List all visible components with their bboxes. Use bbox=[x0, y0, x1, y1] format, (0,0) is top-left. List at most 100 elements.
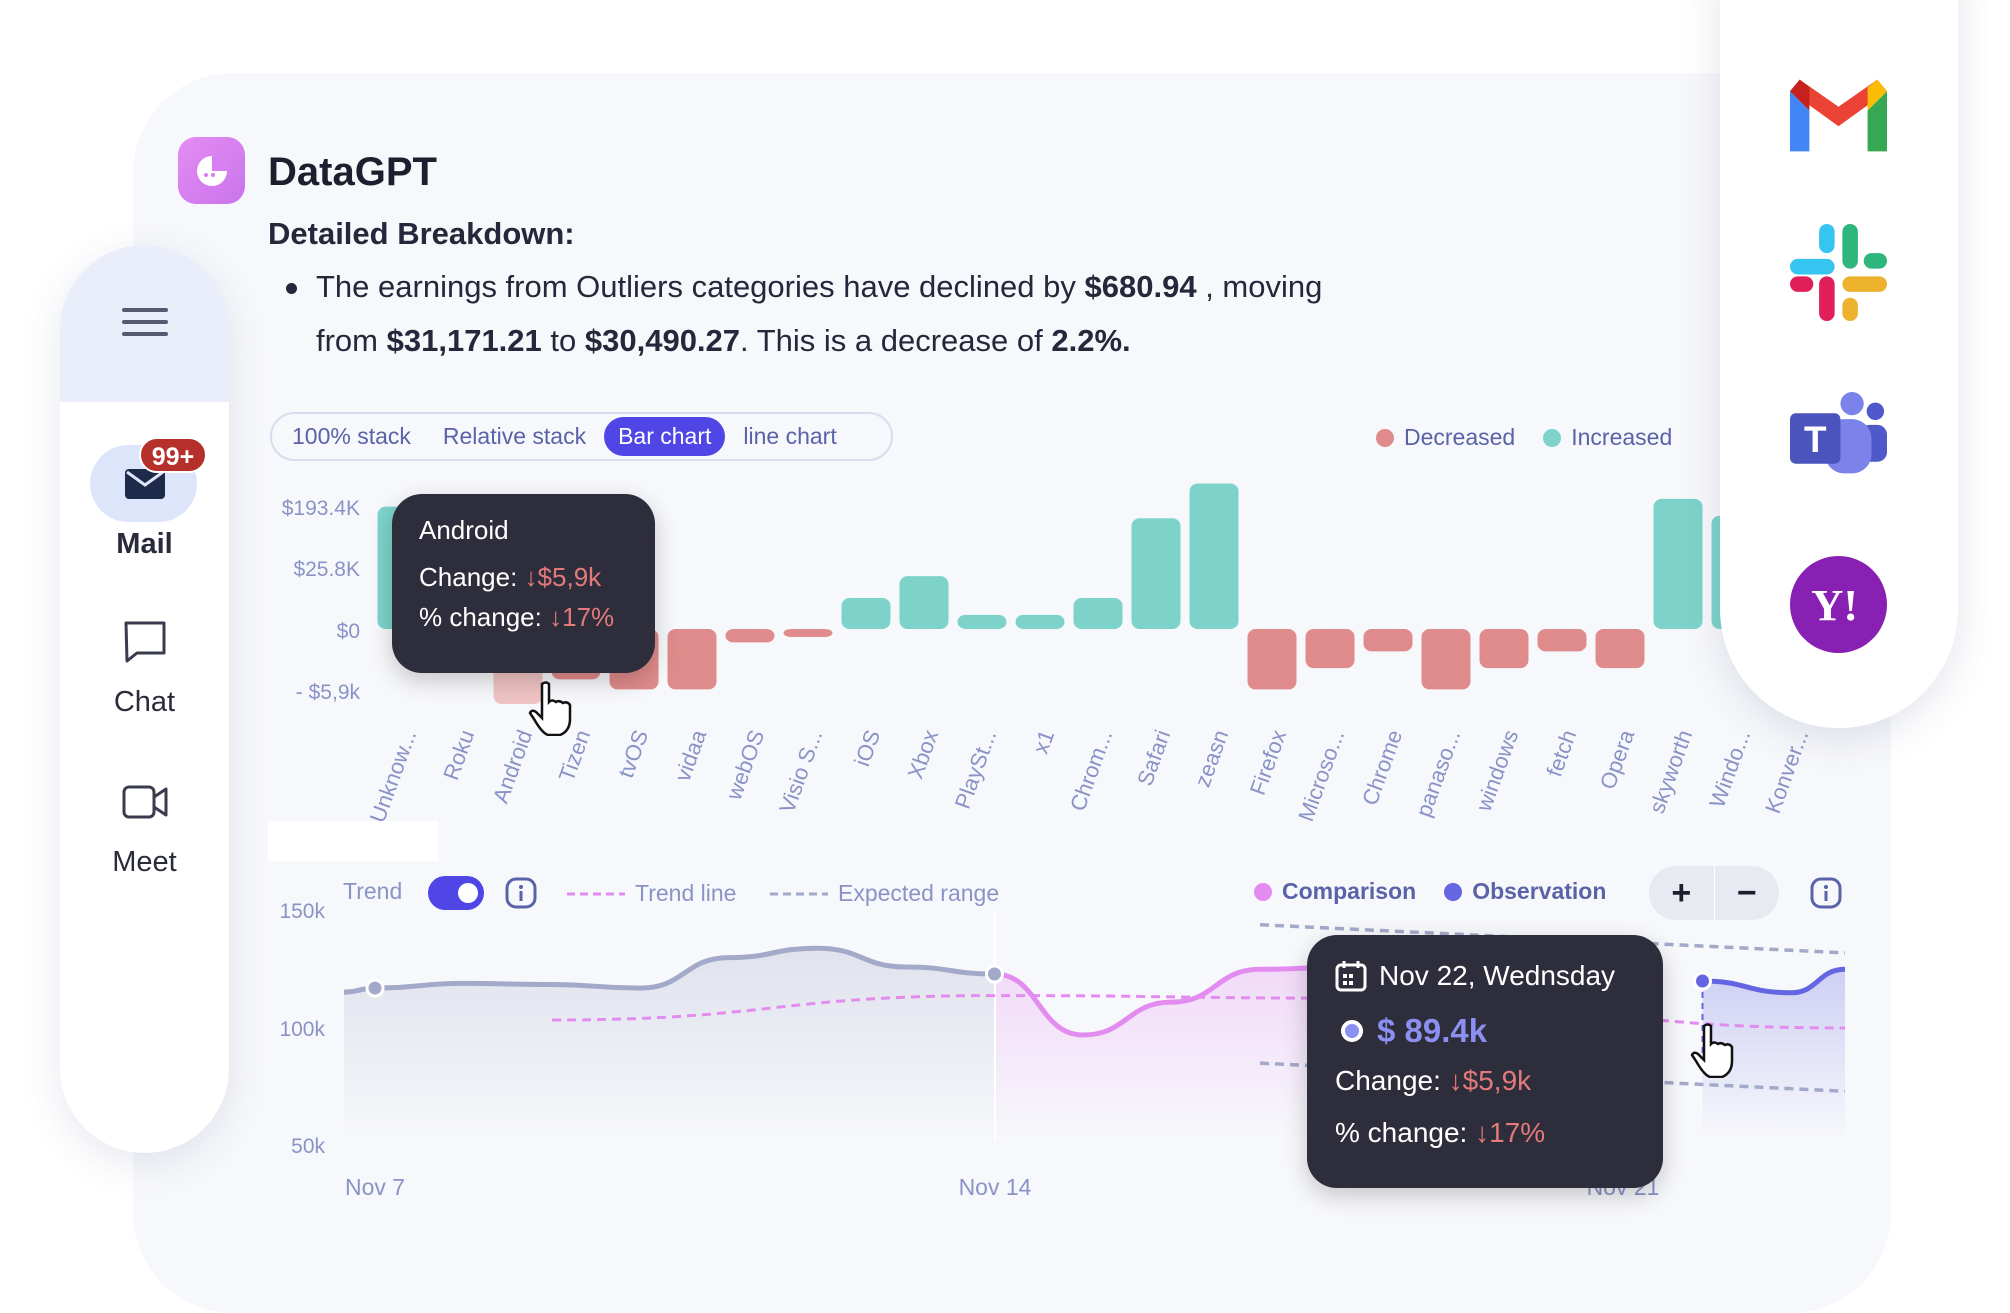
hand-cursor-icon bbox=[528, 681, 572, 736]
svg-text:Y!: Y! bbox=[1811, 580, 1858, 630]
bar-skyworth[interactable] bbox=[1653, 498, 1703, 629]
info-icon[interactable] bbox=[505, 877, 537, 909]
bar-tooltip: Android Change: ↓$5,9k % change: ↓17% bbox=[392, 494, 655, 673]
legend-observation: Observation bbox=[1472, 878, 1607, 904]
y-tick-label: $0 bbox=[336, 620, 360, 643]
tab-relative-stack[interactable]: Relative stack bbox=[442, 423, 587, 449]
bar-ios[interactable] bbox=[841, 597, 891, 629]
summary-line-1: The earnings from Outliers categories ha… bbox=[316, 269, 1323, 304]
tooltip-change: Change: ↓$5,9k bbox=[419, 562, 602, 592]
teams-icon[interactable]: T bbox=[1790, 390, 1887, 487]
bar-safari[interactable] bbox=[1131, 518, 1181, 629]
gmail-icon[interactable] bbox=[1790, 68, 1887, 165]
y-tick-label: 50k bbox=[291, 1135, 325, 1158]
hand-cursor-icon bbox=[1690, 1023, 1734, 1078]
slack-icon[interactable] bbox=[1790, 224, 1887, 321]
trend-line bbox=[551, 994, 1846, 1030]
datagpt-logo bbox=[178, 137, 245, 204]
zoom-out-button[interactable]: − bbox=[1736, 874, 1757, 912]
line-tooltip: Nov 22, Wednsday $ 89.4k Change: ↓$5,9k … bbox=[1307, 935, 1663, 1188]
bar-firefox[interactable] bbox=[1247, 629, 1297, 690]
trend-line-legend: Trend line bbox=[567, 880, 736, 907]
arrow-down-icon: ↓ bbox=[549, 602, 563, 632]
x-tick-label: Nov 14 bbox=[958, 1174, 1032, 1200]
yahoo-icon[interactable]: Y! bbox=[1790, 556, 1887, 653]
bar-zeasn[interactable] bbox=[1189, 483, 1239, 629]
expected-range-legend: Expected range bbox=[770, 880, 999, 907]
bar-windows[interactable] bbox=[1479, 629, 1529, 669]
observation-dot-icon bbox=[1341, 1020, 1363, 1042]
tooltip-pct: % change: ↓17% bbox=[419, 602, 615, 632]
bar-webos[interactable] bbox=[725, 629, 775, 643]
bullet bbox=[286, 283, 297, 294]
legend-comparison: Comparison bbox=[1282, 878, 1417, 904]
summary-line-2: from $31,171.21 to $30,490.27. This is a… bbox=[316, 323, 1131, 358]
legend-increased: Increased bbox=[1571, 424, 1673, 450]
bar-microso[interactable] bbox=[1305, 629, 1355, 669]
trend-toggle[interactable] bbox=[428, 876, 484, 910]
legend-dot-comparison bbox=[1254, 882, 1272, 901]
line-legend: Comparison Observation bbox=[1254, 878, 1606, 905]
series-line-history bbox=[343, 945, 995, 995]
bar-visios[interactable] bbox=[783, 629, 833, 637]
sidebar-item-mail-label[interactable]: Mail bbox=[116, 528, 173, 560]
info-icon[interactable] bbox=[1810, 877, 1842, 909]
hamburger-menu-icon[interactable] bbox=[122, 306, 168, 338]
y-tick-label: - $5,9k bbox=[295, 681, 360, 704]
sidebar-item-meet-label[interactable]: Meet bbox=[112, 846, 177, 878]
tab-bar-chart[interactable]: Bar chart bbox=[604, 417, 726, 456]
video-icon[interactable] bbox=[122, 783, 168, 821]
dashed-gray-line-icon bbox=[770, 892, 828, 895]
y-tick-label: 150k bbox=[279, 900, 325, 923]
data-point[interactable] bbox=[985, 964, 1004, 984]
chat-icon[interactable] bbox=[123, 620, 167, 664]
app-title: DataGPT bbox=[268, 150, 437, 194]
mail-icon bbox=[125, 469, 165, 499]
tab-100-stack[interactable]: 100% stack bbox=[292, 423, 411, 449]
legend-dot-increased bbox=[1543, 428, 1562, 447]
legend-dot-observation bbox=[1444, 882, 1463, 901]
legend-dot-decreased bbox=[1376, 428, 1394, 447]
tooltip-date: Nov 22, Wednsday bbox=[1335, 959, 1635, 993]
zoom-controls: + − bbox=[1649, 866, 1779, 920]
section-heading: Detailed Breakdown: bbox=[268, 216, 575, 251]
blank-box bbox=[268, 821, 438, 861]
unread-badge: 99+ bbox=[139, 437, 207, 473]
arrow-down-icon: ↓ bbox=[524, 562, 538, 592]
tooltip-change: Change: ↓$5,9k bbox=[1335, 1065, 1532, 1096]
bar-legend: Decreased Increased bbox=[1376, 424, 1672, 451]
zoom-in-button[interactable]: + bbox=[1649, 866, 1715, 920]
tooltip-value: $ 89.4k bbox=[1335, 1011, 1635, 1051]
calendar-icon bbox=[1335, 961, 1367, 992]
bar-chrom[interactable] bbox=[1073, 597, 1123, 629]
bar-opera[interactable] bbox=[1595, 629, 1645, 669]
trend-label: Trend bbox=[343, 878, 403, 904]
sidebar-item-chat-label[interactable]: Chat bbox=[113, 686, 176, 718]
bar-fetch[interactable] bbox=[1537, 629, 1587, 652]
tab-line-chart[interactable]: line chart bbox=[743, 423, 837, 449]
data-point[interactable] bbox=[365, 978, 385, 998]
svg-text:T: T bbox=[1804, 419, 1827, 460]
x-tick-label: Nov 7 bbox=[344, 1174, 406, 1200]
bar-chrome[interactable] bbox=[1363, 629, 1413, 652]
series-line-observation bbox=[1702, 966, 1846, 996]
bar-x1[interactable] bbox=[1015, 614, 1065, 629]
tooltip-pct: % change: ↓17% bbox=[1335, 1117, 1546, 1148]
y-tick-label: $25.8K bbox=[293, 558, 360, 581]
bar-playst[interactable] bbox=[957, 614, 1007, 629]
series-area bbox=[344, 948, 995, 1140]
bar-vidaa[interactable] bbox=[667, 629, 717, 690]
chart-type-tabs: 100% stack Relative stack Bar chart line… bbox=[270, 412, 893, 461]
y-tick-label: $193.4K bbox=[281, 497, 360, 520]
sidebar bbox=[60, 245, 229, 1153]
bar-panaso[interactable] bbox=[1421, 629, 1471, 690]
arrow-down-icon: ↓ bbox=[1448, 1065, 1463, 1096]
arrow-down-icon: ↓ bbox=[1475, 1117, 1490, 1148]
y-tick-label: 100k bbox=[279, 1018, 325, 1041]
dashed-pink-line-icon bbox=[567, 892, 625, 895]
legend-decreased: Decreased bbox=[1404, 424, 1516, 450]
bar-xbox[interactable] bbox=[899, 576, 949, 629]
series-area bbox=[1702, 969, 1845, 1140]
